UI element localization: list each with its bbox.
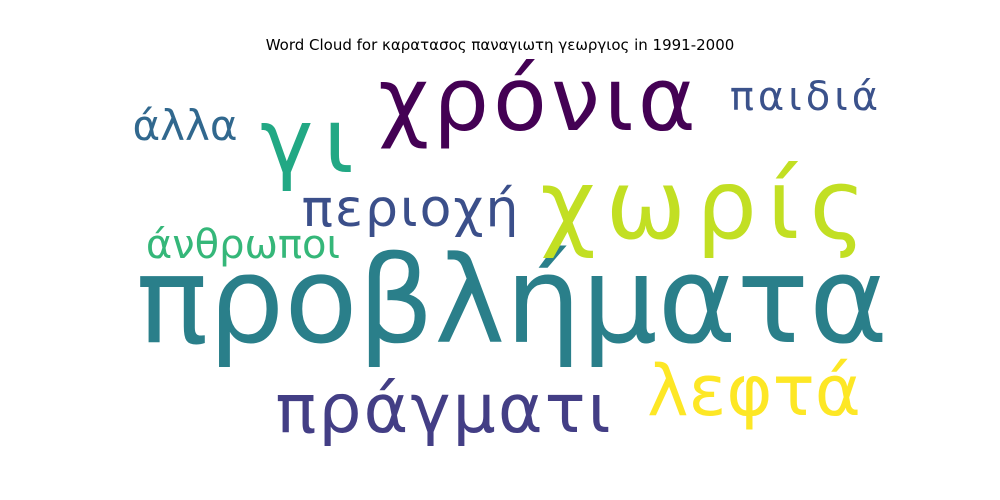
word-7: περιοχή xyxy=(302,179,521,239)
word-9: άλλα xyxy=(132,101,237,150)
word-10: παιδιά xyxy=(730,74,882,120)
chart-title: Word Cloud for καρατασος παναγιωτη γεωργ… xyxy=(265,36,735,54)
word-4: γι xyxy=(260,89,364,194)
word-3: χρόνια xyxy=(378,48,699,151)
word-5: λεφτά xyxy=(647,350,861,432)
word-6: πράγματι xyxy=(275,370,612,449)
word-2: χωρίς xyxy=(540,149,876,261)
word-8: άνθρωποι xyxy=(146,222,340,268)
word-1: προβλήματα xyxy=(136,232,888,371)
